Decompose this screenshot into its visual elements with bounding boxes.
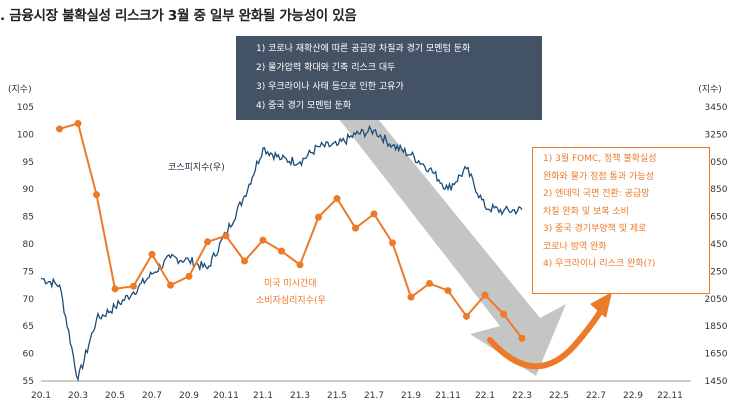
x-tick-label: 21.3 <box>290 391 310 401</box>
left-tick-label: 100 <box>17 130 34 140</box>
x-tick-label: 22.9 <box>623 391 643 401</box>
sentiment-marker <box>426 279 433 287</box>
sentiment-marker <box>222 232 230 240</box>
sentiment-marker <box>315 213 322 221</box>
sentiment-marker <box>56 125 63 133</box>
sentiment-marker <box>130 282 137 290</box>
x-tick-label: 21.7 <box>364 391 384 401</box>
left-axis-label: (지수) <box>8 84 32 95</box>
sentiment-marker <box>278 247 285 255</box>
sentiment-marker <box>370 210 378 218</box>
sentiment-marker <box>444 287 452 295</box>
x-tick-label: 21.5 <box>327 391 347 401</box>
left-tick-label: 80 <box>23 240 35 250</box>
left-tick-label: 85 <box>23 213 34 223</box>
sentiment-marker <box>185 272 193 280</box>
risk-factor-3: 3) 우크라이나 사태 등으로 인한 고유가 <box>256 82 404 92</box>
sentiment-marker <box>481 291 489 299</box>
right-tick-label: 3050 <box>705 158 728 168</box>
right-tick-label: 1650 <box>705 350 728 360</box>
kospi-line <box>40 124 523 382</box>
left-tick-label: 105 <box>17 103 34 113</box>
sentiment-marker <box>407 293 415 301</box>
right-tick-label: 1450 <box>705 377 728 387</box>
left-tick-label: 70 <box>23 295 35 305</box>
chart-title: . 금융시장 불확실성 리스크가 3월 중 일부 완화될 가능성이 있음 <box>0 8 357 24</box>
relief-factor-line: 3) 중국 경기부양책 및 제로 <box>543 224 647 234</box>
sentiment-marker <box>296 261 304 269</box>
sentiment-marker <box>352 224 359 232</box>
recovery-arrow-shaft <box>487 309 603 370</box>
relief-factor-line: 코로나 방역 완화 <box>543 241 607 252</box>
x-tick-label: 20.9 <box>179 391 199 401</box>
right-tick-label: 2450 <box>705 240 728 250</box>
sentiment-marker <box>518 334 526 342</box>
x-tick-label: 20.11 <box>213 391 239 401</box>
x-tick-label: 20.7 <box>142 391 162 401</box>
relief-factors-box: 1) 3월 FOMC, 정책 불확실성 완화와 물가 정점 통과 가능성 2) … <box>532 147 710 294</box>
sentiment-marker <box>463 312 470 320</box>
x-tick-label: 22.11 <box>657 391 683 401</box>
sentiment-marker <box>241 257 248 265</box>
sentiment-marker <box>111 285 119 293</box>
x-tick-label: 21.1 <box>253 391 273 401</box>
sentiment-marker <box>167 281 174 289</box>
risk-factor-1: 1) 코로나 재확산에 따른 공급망 차질과 경기 모멘텀 둔화 <box>256 44 471 54</box>
relief-factor-line: 1) 3월 FOMC, 정책 불확실성 <box>543 154 657 164</box>
left-tick-label: 60 <box>23 350 35 360</box>
sentiment-marker <box>204 238 211 246</box>
x-tick-label: 20.1 <box>31 391 51 401</box>
sentiment-marker <box>389 239 396 247</box>
right-tick-label: 2050 <box>705 295 728 305</box>
recovery-arrow-head <box>590 292 612 318</box>
relief-factor-line: 완화와 물가 정점 통과 가능성 <box>543 171 654 182</box>
trend-arrow-shape <box>318 92 566 376</box>
relief-factor-line: 차질 완화 및 보복 소비 <box>543 206 629 217</box>
x-tick-label: 20.3 <box>68 391 88 401</box>
right-axis-label: (지수) <box>698 84 722 95</box>
risk-factors-box: 1) 코로나 재확산에 따른 공급망 차질과 경기 모멘텀 둔화 2) 물가압력… <box>236 36 542 120</box>
sentiment-series-label-2: 소비자심리지수(우 <box>256 296 326 306</box>
risk-factor-4: 4) 중국 경기 모멘텀 둔화 <box>256 101 352 111</box>
left-tick-label: 95 <box>23 158 34 168</box>
left-tick-label: 65 <box>23 322 34 332</box>
right-tick-label: 2850 <box>705 185 728 195</box>
x-tick-label: 22.5 <box>549 391 569 401</box>
right-tick-label: 2250 <box>705 267 728 277</box>
kospi-series-label: 코스피지수(우) <box>168 163 225 173</box>
right-tick-label: 3250 <box>705 130 728 140</box>
left-tick-label: 75 <box>23 267 34 277</box>
x-tick-label: 21.11 <box>435 391 461 401</box>
sentiment-marker <box>74 119 82 127</box>
x-tick-label: 20.5 <box>105 391 125 401</box>
right-tick-label: 2650 <box>705 213 728 223</box>
relief-factor-line: 4) 우크라이나 리스크 완화(?) <box>543 259 656 269</box>
recovery-arrow <box>487 292 612 370</box>
sentiment-marker <box>259 236 267 244</box>
right-tick-label: 1850 <box>705 322 728 332</box>
relief-factor-line: 2) 엔데믹 국면 전환: 공급망 <box>543 189 650 199</box>
x-tick-label: 22.3 <box>512 391 532 401</box>
right-tick-label: 3450 <box>705 103 728 113</box>
sentiment-marker <box>500 310 507 318</box>
left-tick-label: 90 <box>23 185 35 195</box>
risk-factor-2: 2) 물가압력 확대와 긴축 리스크 대두 <box>256 63 396 73</box>
x-tick-label: 22.7 <box>586 391 606 401</box>
left-tick-label: 55 <box>23 377 34 387</box>
x-tick-label: 21.9 <box>401 391 421 401</box>
sentiment-series-label-1: 미국 미시간대 <box>264 279 317 289</box>
sentiment-marker <box>333 195 341 203</box>
x-tick-label: 22.1 <box>475 391 495 401</box>
sentiment-marker <box>148 250 156 258</box>
trend-arrow <box>318 92 566 376</box>
sentiment-marker <box>93 191 100 199</box>
